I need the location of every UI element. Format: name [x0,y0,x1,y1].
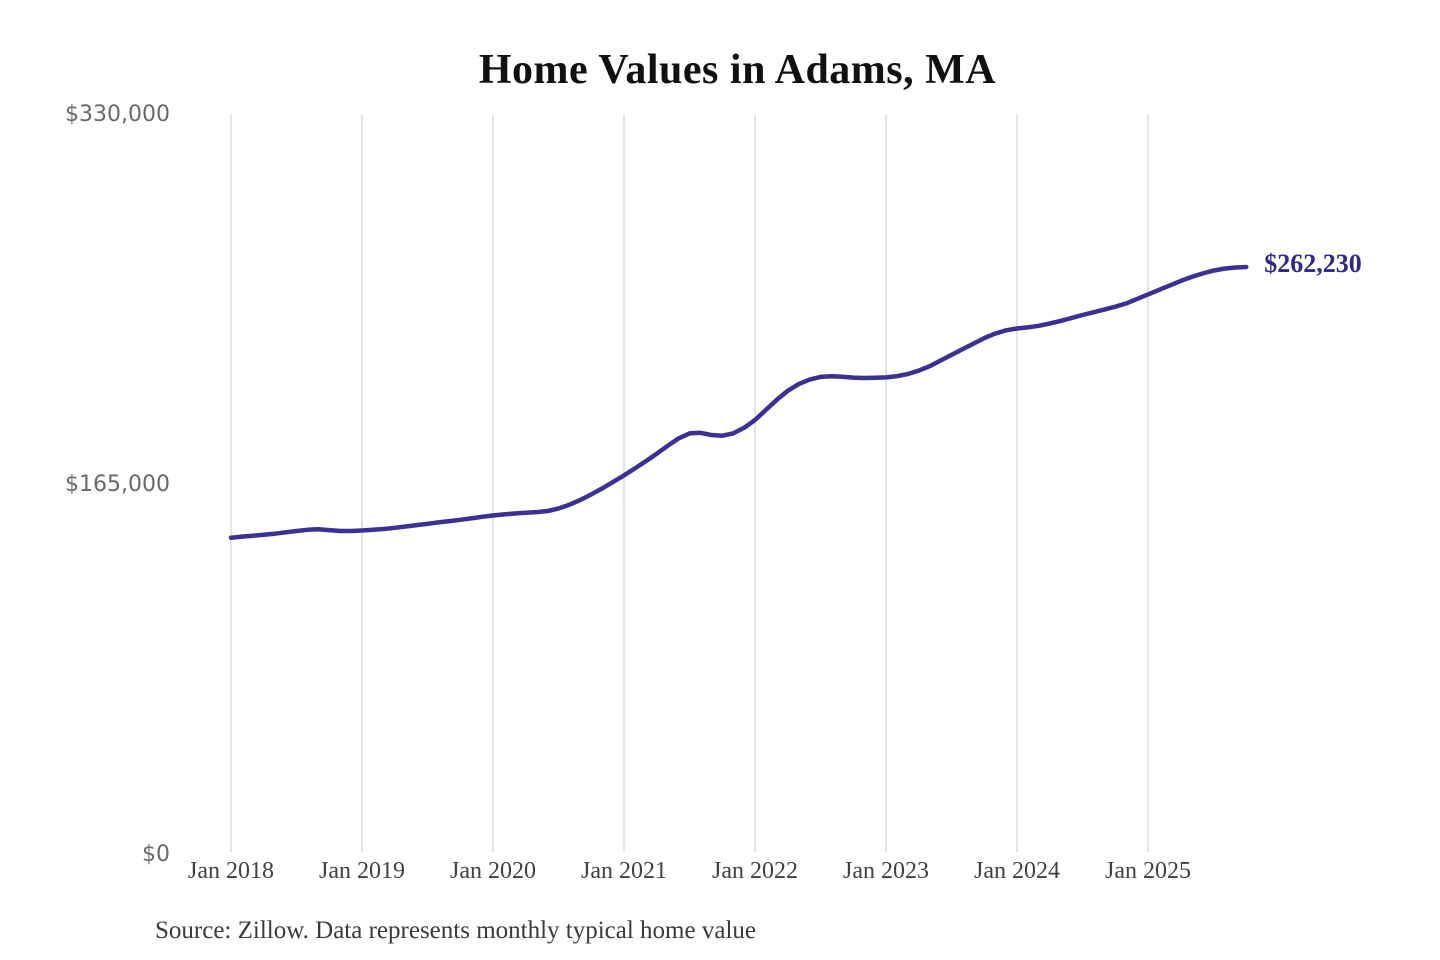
chart-title: Home Values in Adams, MA [478,47,997,93]
x-axis-label-jan-2023: Jan 2023 [843,858,929,884]
x-axis-label-jan-2020: Jan 2020 [450,858,536,884]
home-value-line-series [228,264,1249,540]
y-axis-label-165000: $165,000 [65,472,170,497]
y-axis-label-0: $0 [142,842,170,867]
end-value-label: $262,230 [1264,248,1362,278]
x-axis-label-jan-2025: Jan 2025 [1105,858,1191,884]
x-axis-label-jan-2022: Jan 2022 [712,858,798,884]
x-axis-label-jan-2024: Jan 2024 [974,858,1060,884]
x-axis-label-jan-2021: Jan 2021 [581,858,667,884]
year-gridlines [230,115,1149,852]
source-note: Source: Zillow. Data represents monthly … [155,917,756,944]
y-axis-label-330000: $330,000 [65,102,170,127]
x-axis-label-jan-2018: Jan 2018 [188,858,274,884]
x-axis-label-jan-2019: Jan 2019 [319,858,405,884]
